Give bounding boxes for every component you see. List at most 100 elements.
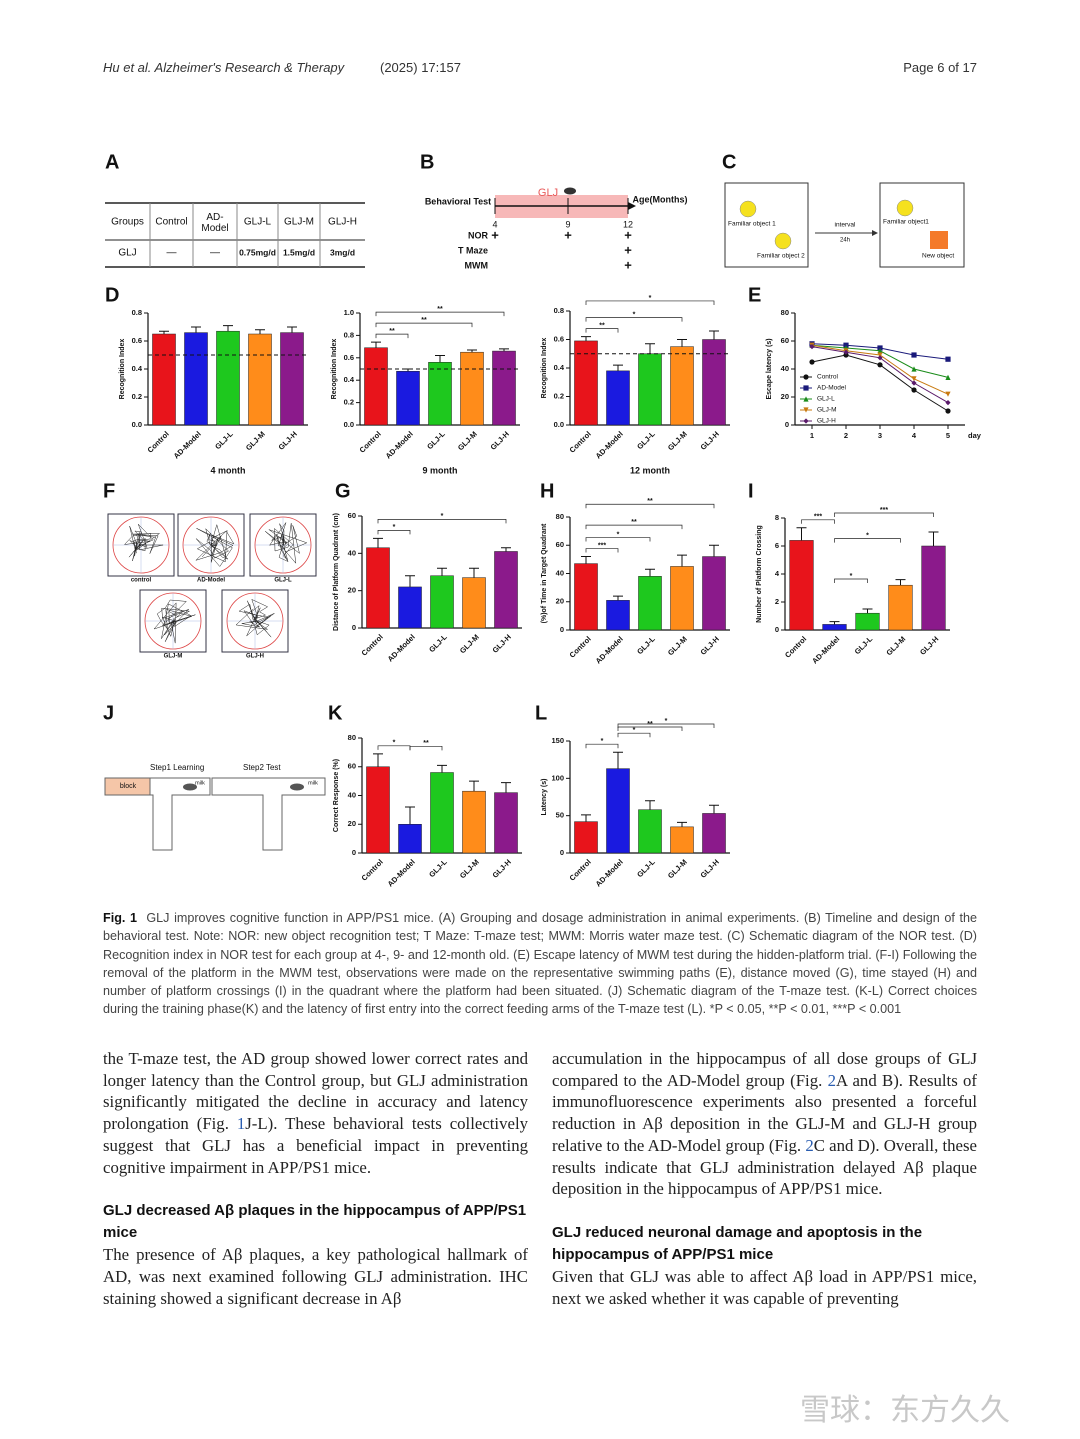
x-tick-label: AD-Model xyxy=(386,632,417,663)
test-mark: + xyxy=(491,227,499,242)
significance-bracket xyxy=(617,726,683,731)
y-axis-label: Recognition Index xyxy=(541,338,548,399)
fig-link[interactable]: 1 xyxy=(236,1114,246,1134)
fig-link[interactable]: 2 xyxy=(827,1070,836,1090)
panel-letter: J xyxy=(103,702,114,724)
legend-label: GLJ-M xyxy=(817,407,837,414)
bar xyxy=(702,556,726,631)
bar xyxy=(606,768,630,854)
x-tick-label: GLJ-L xyxy=(635,429,657,451)
y-tick-label: 0.4 xyxy=(344,375,355,384)
marker xyxy=(803,407,809,413)
interval-time: 24h xyxy=(840,238,850,244)
x-tick-label: Control xyxy=(360,857,385,882)
y-tick-label: 2 xyxy=(775,597,779,606)
error-bar xyxy=(405,806,415,825)
fig-link[interactable]: 2 xyxy=(805,1135,814,1155)
y-axis-label: Correct Response (%) xyxy=(333,759,340,832)
x-tick-label: AD-Model xyxy=(810,634,841,665)
marker xyxy=(911,387,917,393)
marker xyxy=(843,352,849,358)
bar xyxy=(638,576,662,631)
significance-bracket xyxy=(375,311,505,317)
significance-bracket xyxy=(585,537,651,542)
marker xyxy=(803,385,809,391)
marker xyxy=(945,356,951,362)
y-tick-label: 0.2 xyxy=(344,398,354,407)
table-header: Groups xyxy=(111,217,144,228)
error-bar xyxy=(645,343,655,354)
table-header: GLJ-L xyxy=(244,217,272,228)
significance-label: *** xyxy=(598,542,606,549)
y-tick-label: 0.0 xyxy=(344,420,354,429)
significance-label: * xyxy=(866,532,869,539)
significance-bracket xyxy=(585,743,619,749)
tick-label: 9 xyxy=(565,219,570,229)
significance-label: ** xyxy=(389,328,395,335)
y-tick-label: 0 xyxy=(785,420,789,429)
text: A and B). Results of immunofluorescence … xyxy=(552,1070,978,1155)
object-label: Familiar object 2 xyxy=(757,253,805,260)
paragraph: the T-maze test, the AD group showed low… xyxy=(103,1048,528,1178)
y-tick-label: 40 xyxy=(348,790,356,799)
drug-label: GLJ xyxy=(538,187,558,199)
y-tick-label: 60 xyxy=(556,540,564,549)
significance-label: * xyxy=(441,513,444,520)
swim-path xyxy=(264,522,308,564)
x-tick-label: GLJ-M xyxy=(458,632,481,655)
section-heading: GLJ reduced neuronal damage and apoptosi… xyxy=(552,1223,923,1263)
object xyxy=(896,199,914,217)
y-tick-label: 0.2 xyxy=(554,391,564,400)
x-tick-label: AD-Model xyxy=(384,429,415,460)
table-cell: 1.5mg/d xyxy=(283,247,315,257)
mouse-icon xyxy=(290,783,304,791)
y-tick-label: 6 xyxy=(775,541,779,550)
caption-text: GLJ improves cognitive function in APP/P… xyxy=(103,911,978,1017)
bar xyxy=(428,362,452,426)
x-tick-label: GLJ-L xyxy=(635,857,657,879)
significance-bracket xyxy=(617,723,715,728)
significance-label: * xyxy=(665,718,668,725)
significance-bracket xyxy=(617,732,651,738)
bar xyxy=(702,339,726,426)
y-tick-label: 20 xyxy=(348,586,356,595)
bar xyxy=(398,586,422,629)
marker xyxy=(803,396,809,402)
significance-bracket xyxy=(585,317,683,322)
legend-label: AD-Model xyxy=(817,385,846,392)
step-label: Step1 Learning xyxy=(150,763,204,772)
marker xyxy=(911,352,917,358)
y-tick-label: 0 xyxy=(775,625,779,634)
x-tick-label: GLJ-L xyxy=(635,634,657,656)
watermark: 雪球：东方久久 xyxy=(800,1393,1010,1428)
milk-label: milk xyxy=(195,780,205,786)
bar xyxy=(430,772,454,854)
y-axis-label: Distance of Platform Quadrant (cm) xyxy=(333,513,340,631)
panel-letter: E xyxy=(748,284,761,306)
y-tick-label: 0.6 xyxy=(554,334,564,343)
significance-bracket xyxy=(375,322,473,328)
marker xyxy=(945,374,951,380)
column-left: the T-maze test, the AD group showed low… xyxy=(103,1048,528,1309)
x-axis-label: 12 month xyxy=(630,465,670,475)
x-tick-label: GLJ-M xyxy=(458,857,481,880)
mouse-icon xyxy=(564,187,576,195)
bar xyxy=(280,332,304,426)
y-axis-label: Recognition Index xyxy=(119,339,126,400)
x-tick-label: Control xyxy=(360,632,385,657)
error-bar xyxy=(373,753,383,767)
y-tick-label: 60 xyxy=(781,336,789,345)
significance-label: *** xyxy=(880,507,888,514)
x-tick-label: GLJ-L xyxy=(427,632,449,654)
bar xyxy=(366,766,390,854)
x-tick-label: GLJ-H xyxy=(277,429,299,451)
marker xyxy=(877,352,883,358)
significance-label: ** xyxy=(647,498,653,505)
marker xyxy=(945,400,951,406)
test-name: T Maze xyxy=(458,245,488,255)
test-mark: + xyxy=(624,242,632,257)
bar xyxy=(366,547,390,629)
table-cell: 0.75mg/d xyxy=(239,247,276,257)
bar xyxy=(888,584,913,631)
bar xyxy=(492,350,516,426)
